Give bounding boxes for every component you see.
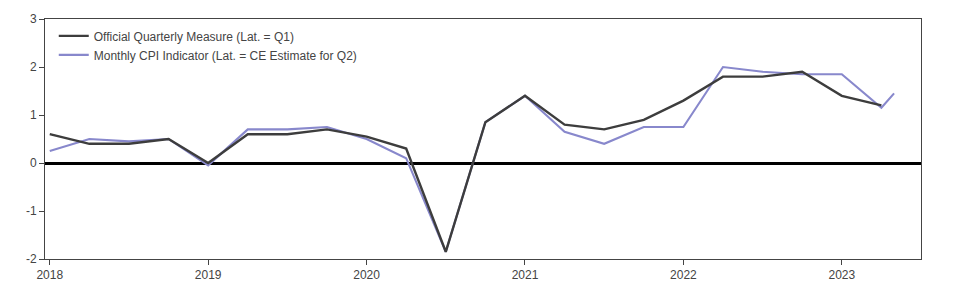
- svg-text:Monthly CPI Indicator (Lat. =: Monthly CPI Indicator (Lat. = CE Estimat…: [94, 49, 357, 63]
- svg-text:2021: 2021: [512, 268, 539, 282]
- svg-text:1: 1: [30, 108, 37, 122]
- svg-text:3: 3: [30, 12, 37, 26]
- svg-text:2: 2: [30, 60, 37, 74]
- svg-text:2018: 2018: [36, 268, 63, 282]
- svg-text:Official Quarterly Measure (La: Official Quarterly Measure (Lat. = Q1): [94, 30, 294, 44]
- svg-text:2022: 2022: [670, 268, 697, 282]
- svg-text:-1: -1: [26, 204, 37, 218]
- svg-text:2019: 2019: [195, 268, 222, 282]
- svg-text:2023: 2023: [828, 268, 855, 282]
- svg-text:0: 0: [30, 156, 37, 170]
- svg-text:-2: -2: [26, 252, 37, 266]
- svg-text:2020: 2020: [353, 268, 380, 282]
